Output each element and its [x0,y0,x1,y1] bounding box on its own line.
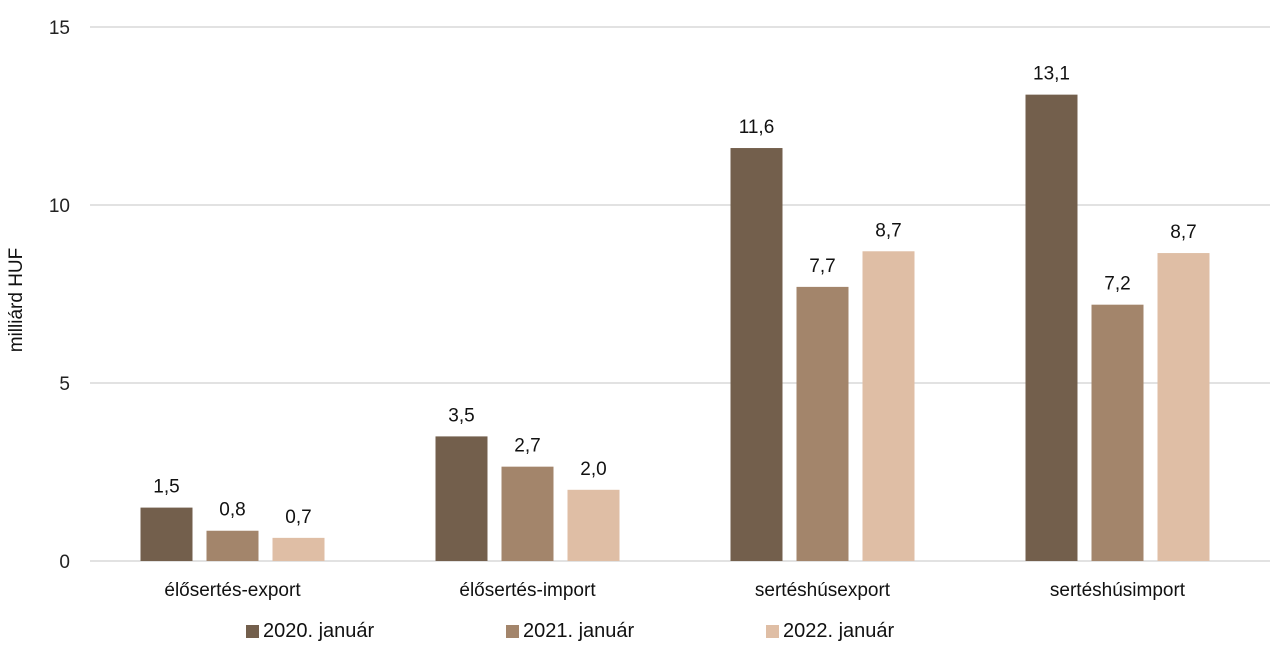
legend-item: 2020. január [246,620,506,643]
data-label: 3,5 [448,405,474,426]
x-category-label: sertéshúsimport [1050,580,1186,601]
bar [1157,253,1210,561]
bar [501,466,554,561]
x-category-label: élősertés-import [459,580,596,601]
bar [730,148,783,562]
y-tick-label: 10 [49,196,70,217]
legend-swatch [246,625,259,638]
legend-label: 2021. január [523,620,635,642]
y-axis-ticks: 0 5 10 15 [49,18,70,573]
bars [140,94,1210,562]
bar [272,537,325,561]
bar [796,286,849,561]
bar-chart: 0 5 10 15 milliárd HUF 1,5 0,8 0,7 3,5 2,7 2,0 11… [6,18,1270,601]
data-labels: 1,5 0,8 0,7 3,5 2,7 2,0 11,6 7,7 8,7 13,1 7,2 8,7 [153,64,1196,528]
data-label: 0,8 [219,500,245,521]
legend-label: 2022. január [783,620,895,642]
legend-label: 2020. január [263,620,375,642]
y-tick-label: 5 [59,374,70,395]
data-label: 1,5 [153,477,179,498]
bar [435,436,488,561]
y-tick-label: 0 [59,552,70,573]
legend-swatch [766,625,779,638]
x-category-label: élősertés-export [164,580,301,601]
data-label: 7,2 [1104,274,1130,295]
data-label: 2,7 [514,436,540,457]
bar [862,251,915,561]
bar [1025,94,1078,561]
legend-item: 2021. január [506,620,766,643]
data-label: 8,7 [1170,222,1196,243]
x-axis-categories: élősertés-export élősertés-import sertéshú… [164,580,1185,601]
data-label: 8,7 [875,220,901,241]
bar [1091,304,1144,561]
bar [567,489,620,561]
legend-swatch [506,625,519,638]
y-axis-label: milliárd HUF [6,248,27,353]
data-label: 13,1 [1033,64,1070,85]
legend: 2020. január 2021. január 2022. január [0,620,1272,643]
x-category-label: sertéshúsexport [755,580,891,601]
bar [140,507,193,561]
data-label: 0,7 [285,507,311,528]
data-label: 7,7 [809,256,835,277]
bar [206,530,259,561]
legend-item: 2022. január [766,620,1026,643]
y-tick-label: 15 [49,18,70,39]
data-label: 11,6 [739,117,775,138]
data-label: 2,0 [580,459,606,480]
